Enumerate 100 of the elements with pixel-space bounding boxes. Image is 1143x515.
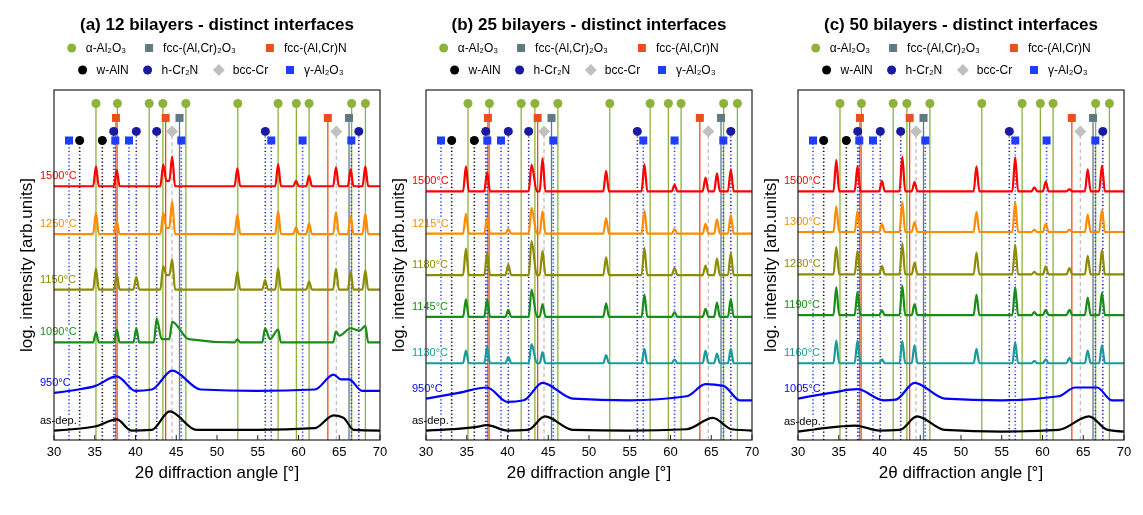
point	[347, 136, 356, 145]
point	[1091, 98, 1101, 108]
legend-label: α-Al₂O₃	[457, 41, 499, 55]
point	[273, 98, 283, 108]
point	[841, 135, 851, 145]
point	[447, 135, 457, 145]
point	[855, 113, 864, 122]
point	[524, 126, 534, 136]
point	[553, 98, 563, 108]
point	[65, 136, 73, 145]
point	[304, 98, 314, 108]
point	[719, 136, 728, 145]
point	[503, 126, 513, 136]
point	[868, 136, 877, 145]
point	[925, 98, 935, 108]
legend-label: fcc-(Al,Cr)₂O₃	[163, 41, 237, 55]
point	[354, 126, 364, 136]
point	[856, 98, 866, 108]
point	[695, 113, 704, 122]
legend-label: fcc-(Al,Cr)₂O₃	[907, 41, 981, 55]
x-tick-label: 30	[790, 444, 806, 459]
point	[533, 113, 542, 122]
x-tick-label: 50	[581, 444, 597, 459]
point	[111, 113, 120, 122]
series-label: 1215°C	[412, 216, 449, 229]
x-tick-label: 40	[872, 444, 887, 459]
point	[902, 98, 912, 108]
point	[1089, 113, 1098, 122]
series-label: 950°C	[40, 375, 71, 388]
point	[1067, 113, 1076, 122]
x-tick-label: 70	[1116, 444, 1132, 459]
point	[481, 126, 491, 136]
point	[919, 113, 928, 122]
legend-label: w-AlN	[467, 63, 501, 77]
point	[483, 136, 492, 145]
series-label: 1250°C	[40, 217, 77, 230]
series-label: 1230°C	[784, 257, 821, 270]
chart-title: (b) 25 bilayers - distinct interfaces	[451, 15, 727, 34]
point	[670, 136, 679, 145]
x-tick-label: 30	[46, 444, 62, 459]
point	[645, 98, 655, 108]
point	[1104, 98, 1114, 108]
point	[875, 126, 885, 136]
point	[1035, 98, 1045, 108]
point	[921, 136, 930, 145]
x-tick-label: 60	[663, 444, 678, 459]
point	[161, 113, 170, 122]
point	[819, 135, 829, 145]
point	[888, 98, 898, 108]
legend-label: fcc-(Al,Cr)N	[283, 41, 347, 55]
point	[347, 98, 357, 108]
y-axis-title: log. intensity [arb.units]	[761, 178, 780, 352]
point	[547, 113, 556, 122]
point	[267, 136, 276, 145]
chart-title: (a) 12 bilayers - distinct interfaces	[80, 15, 354, 34]
point	[1017, 98, 1027, 108]
x-tick-label: 40	[500, 444, 515, 459]
point	[549, 136, 558, 145]
point	[896, 126, 906, 136]
point	[483, 113, 492, 122]
point	[463, 98, 473, 108]
point	[323, 113, 332, 122]
legend-label: bcc-Cr	[232, 63, 269, 77]
point	[516, 98, 526, 108]
x-tick-label: 65	[332, 444, 347, 459]
point	[360, 98, 370, 108]
point	[291, 98, 301, 108]
point	[676, 98, 686, 108]
point	[345, 113, 354, 122]
chart-title: (c) 50 bilayers - distinct interfaces	[824, 15, 1098, 34]
x-tick-label: 55	[622, 444, 637, 459]
legend-label: bcc-Cr	[604, 63, 641, 77]
point	[330, 125, 343, 138]
x-tick-label: 65	[1076, 444, 1091, 459]
series-label: 950°C	[412, 381, 443, 394]
point	[158, 98, 168, 108]
x-tick-label: 70	[372, 444, 388, 459]
point	[726, 126, 736, 136]
series-label: 1150°C	[40, 272, 77, 285]
legend-label: α-Al₂O₃	[85, 41, 127, 55]
point	[717, 113, 726, 122]
x-tick-label: 50	[953, 444, 969, 459]
legend-label: α-Al₂O₃	[829, 41, 871, 55]
series-label: as-dep.	[784, 414, 821, 427]
point	[719, 98, 729, 108]
point	[605, 98, 615, 108]
point	[111, 136, 120, 145]
legend-label: h-Cr₂N	[161, 63, 199, 77]
y-axis-title: log. intensity [arb.units]	[389, 178, 408, 352]
point	[97, 135, 107, 145]
x-tick-label: 45	[169, 444, 184, 459]
legend-label: γ-Al₂O₃	[676, 63, 716, 77]
x-tick-label: 65	[704, 444, 719, 459]
point	[853, 126, 863, 136]
x-axis-title: 2θ diffraction angle [°]	[506, 463, 672, 482]
legend-label: γ-Al₂O₃	[304, 63, 344, 77]
x-tick-label: 70	[744, 444, 760, 459]
point	[496, 136, 505, 145]
point	[1004, 126, 1014, 136]
point	[732, 98, 742, 108]
